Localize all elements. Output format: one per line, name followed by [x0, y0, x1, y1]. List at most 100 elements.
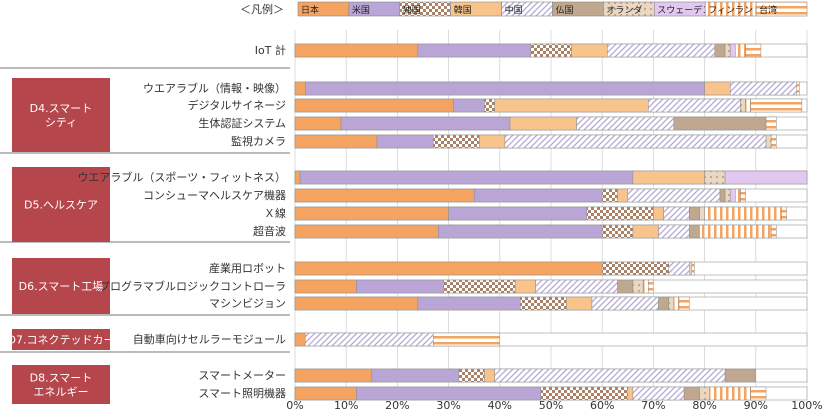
legend-label: 韓国 [454, 5, 472, 16]
bar-segment [781, 206, 787, 221]
bar-segment [417, 296, 521, 311]
category-label: 自動車向けセルラーモジュール [133, 332, 286, 346]
x-tick-label: 50% [539, 399, 563, 412]
bar-segment [632, 279, 644, 294]
bar-segment [294, 134, 378, 149]
bar-segment [663, 206, 690, 221]
bar-segment [642, 279, 649, 294]
category-label: デジタルサイネージ [187, 98, 286, 112]
bar-segment [294, 81, 306, 96]
bar-segment [678, 296, 690, 311]
category-label: プログラマブルロジックコントローラ [99, 279, 286, 293]
bar-segment [765, 134, 772, 149]
bar-segment [448, 206, 588, 221]
bar-segment [494, 98, 649, 113]
bar-segment [673, 296, 680, 311]
bar-segment [294, 43, 419, 58]
bar-segment [294, 224, 439, 239]
bar-segment [601, 188, 618, 203]
x-tick-label: 90% [744, 399, 768, 412]
bar-segment [724, 188, 731, 203]
bar-segment [535, 279, 618, 294]
bar-segment [494, 368, 726, 383]
legend-label: 独国 [403, 4, 421, 16]
bar-segment [632, 224, 659, 239]
bar-segment [770, 134, 777, 149]
bar-segment [750, 98, 803, 113]
category-label: 超音波 [253, 224, 286, 238]
bar-segment [294, 98, 454, 113]
bar-segment [566, 296, 593, 311]
x-tick-label: 70% [641, 399, 665, 412]
group-label: D6.スマート工場 [19, 280, 104, 293]
bar-segment [714, 43, 726, 58]
legend-label: オランダ [606, 4, 642, 16]
bar-segment [576, 116, 675, 131]
category-label: コンシューマヘルスケア機器 [143, 188, 286, 202]
bar-segment [724, 368, 757, 383]
x-tick-label: 40% [488, 399, 512, 412]
bar-segment [750, 386, 767, 401]
bar-segment [601, 261, 670, 276]
bar-segment [571, 43, 608, 58]
category-label: マシンビジョン [209, 297, 286, 310]
group-label-box [12, 329, 110, 350]
bar-segment [648, 279, 654, 294]
legend-swatch [755, 1, 808, 17]
bar-segment [627, 386, 634, 401]
bar-segment [458, 368, 485, 383]
group-label-box [12, 78, 110, 152]
x-tick-label: 30% [436, 399, 460, 412]
bar-segment [729, 43, 736, 58]
bar-segment [294, 170, 301, 185]
bar-segment [509, 116, 577, 131]
bar-segment [653, 206, 664, 221]
bar-segment [632, 170, 705, 185]
bar-segment [443, 279, 516, 294]
bar-segment [304, 81, 705, 96]
bar-segment [688, 206, 700, 221]
bar-segment [453, 98, 485, 113]
x-tick-label: 20% [385, 399, 409, 412]
bar-segment [729, 188, 736, 203]
bar-segment [735, 43, 746, 58]
x-tick-label: 10% [334, 399, 358, 412]
bar-segment [484, 368, 495, 383]
category-label: 産業用ロボット [209, 262, 286, 275]
bar-segment [729, 81, 798, 96]
bar-segment [438, 224, 603, 239]
legend-label: 中国 [505, 4, 523, 16]
bar-segment [735, 188, 741, 203]
bar-segment [699, 224, 772, 239]
legend-label: スウェーデン [657, 4, 711, 16]
bar-segment [673, 116, 767, 131]
bar-segment [601, 224, 634, 239]
x-tick-label: 100% [791, 399, 822, 412]
x-tick-label: 60% [590, 399, 614, 412]
category-label: IoT 計 [255, 43, 286, 57]
bar-segment [704, 206, 782, 221]
bar-segment [724, 43, 731, 58]
bar-segment [294, 332, 306, 347]
bar-segment [719, 188, 726, 203]
bar-segment [668, 261, 690, 276]
bar-segment [668, 296, 675, 311]
group-label: D4.スマート [30, 102, 93, 115]
bar-segment [514, 279, 536, 294]
group-label-box [12, 365, 110, 404]
bar-segment [740, 98, 746, 113]
bar-segment [484, 98, 495, 113]
bar-segment [294, 296, 419, 311]
bar-segment [294, 206, 449, 221]
legend-label: フィンランド [708, 5, 762, 16]
bar-segment [765, 116, 777, 131]
legend-label: 米国 [352, 4, 370, 16]
bars [294, 43, 808, 401]
legend-label: 仏国 [556, 5, 574, 16]
bar-segment [294, 368, 373, 383]
bar-segment [658, 224, 690, 239]
bar-segment [648, 98, 741, 113]
